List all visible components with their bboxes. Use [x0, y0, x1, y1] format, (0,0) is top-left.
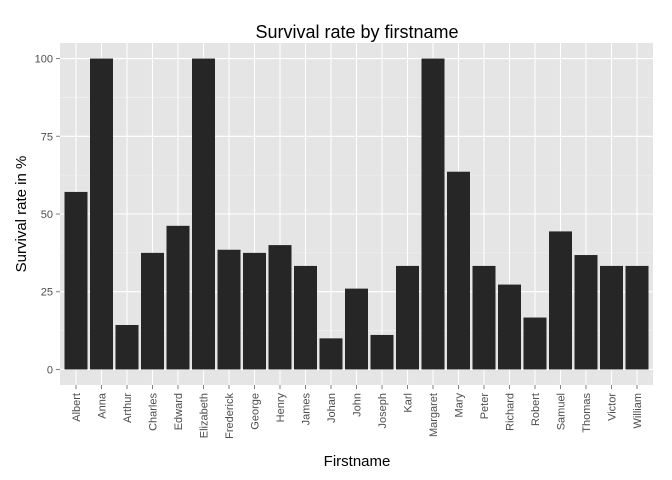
bar-anna [90, 58, 113, 370]
x-tick-label: Joseph [377, 393, 389, 428]
x-tick-label: George [250, 393, 262, 430]
x-tick-label: Richard [505, 393, 517, 431]
bar-albert [64, 191, 88, 370]
y-tick-label: 75 [41, 131, 53, 143]
x-tick-label: James [301, 393, 313, 426]
bar-elizabeth [192, 58, 215, 370]
bars [64, 58, 649, 370]
bar-joseph [370, 334, 394, 370]
bar-james [294, 265, 317, 370]
bar-victor [600, 265, 623, 370]
x-tick-label: Margaret [428, 393, 440, 437]
x-axis: Albert Anna Arthur Charles Edward Elizabeth Fr… [71, 385, 644, 439]
bar-margaret [421, 58, 445, 370]
y-axis: 0 25 50 75 100 [35, 54, 60, 376]
x-tick-label: Peter [479, 393, 491, 420]
bar-karl [396, 265, 419, 370]
bar-edward [166, 225, 190, 370]
x-tick-label: Samuel [556, 393, 568, 430]
bar-john [345, 288, 368, 370]
x-tick-label: William [632, 393, 644, 428]
y-tick-label: 0 [47, 364, 53, 376]
bar-frederick [217, 249, 241, 370]
bar-samuel [549, 231, 572, 370]
x-tick-label: Robert [530, 393, 542, 426]
bar-johan [319, 338, 343, 370]
bar-mary [447, 171, 470, 370]
y-tick-label: 50 [41, 209, 53, 221]
bar-richard [498, 284, 521, 370]
bar-robert [523, 317, 547, 370]
x-tick-label: Frederick [224, 393, 236, 439]
bar-thomas [574, 255, 598, 370]
x-tick-label: Edward [173, 393, 185, 430]
x-tick-label: Elizabeth [199, 393, 211, 438]
chart-title: Survival rate by firstname [255, 22, 458, 42]
bar-george [243, 252, 266, 370]
y-axis-title: Survival rate in % [13, 156, 30, 273]
x-tick-label: Johan [326, 393, 338, 423]
bar-arthur [115, 324, 139, 370]
x-tick-label: Mary [454, 393, 466, 418]
x-tick-label: Anna [97, 392, 109, 419]
x-tick-label: Karl [403, 393, 415, 413]
x-tick-label: Charles [148, 393, 160, 431]
bar-william [625, 265, 649, 370]
x-tick-label: Arthur [122, 393, 134, 423]
x-tick-label: Albert [71, 393, 83, 422]
x-tick-label: John [352, 393, 364, 417]
bar-charles [141, 252, 164, 370]
x-tick-label: Henry [275, 393, 287, 423]
bar-peter [472, 265, 496, 370]
x-tick-label: Victor [607, 393, 619, 421]
bar-henry [268, 245, 292, 370]
x-tick-label: Thomas [581, 393, 593, 433]
y-tick-label: 100 [35, 54, 53, 66]
y-tick-label: 25 [41, 287, 53, 299]
x-axis-title: Firstname [324, 453, 391, 470]
